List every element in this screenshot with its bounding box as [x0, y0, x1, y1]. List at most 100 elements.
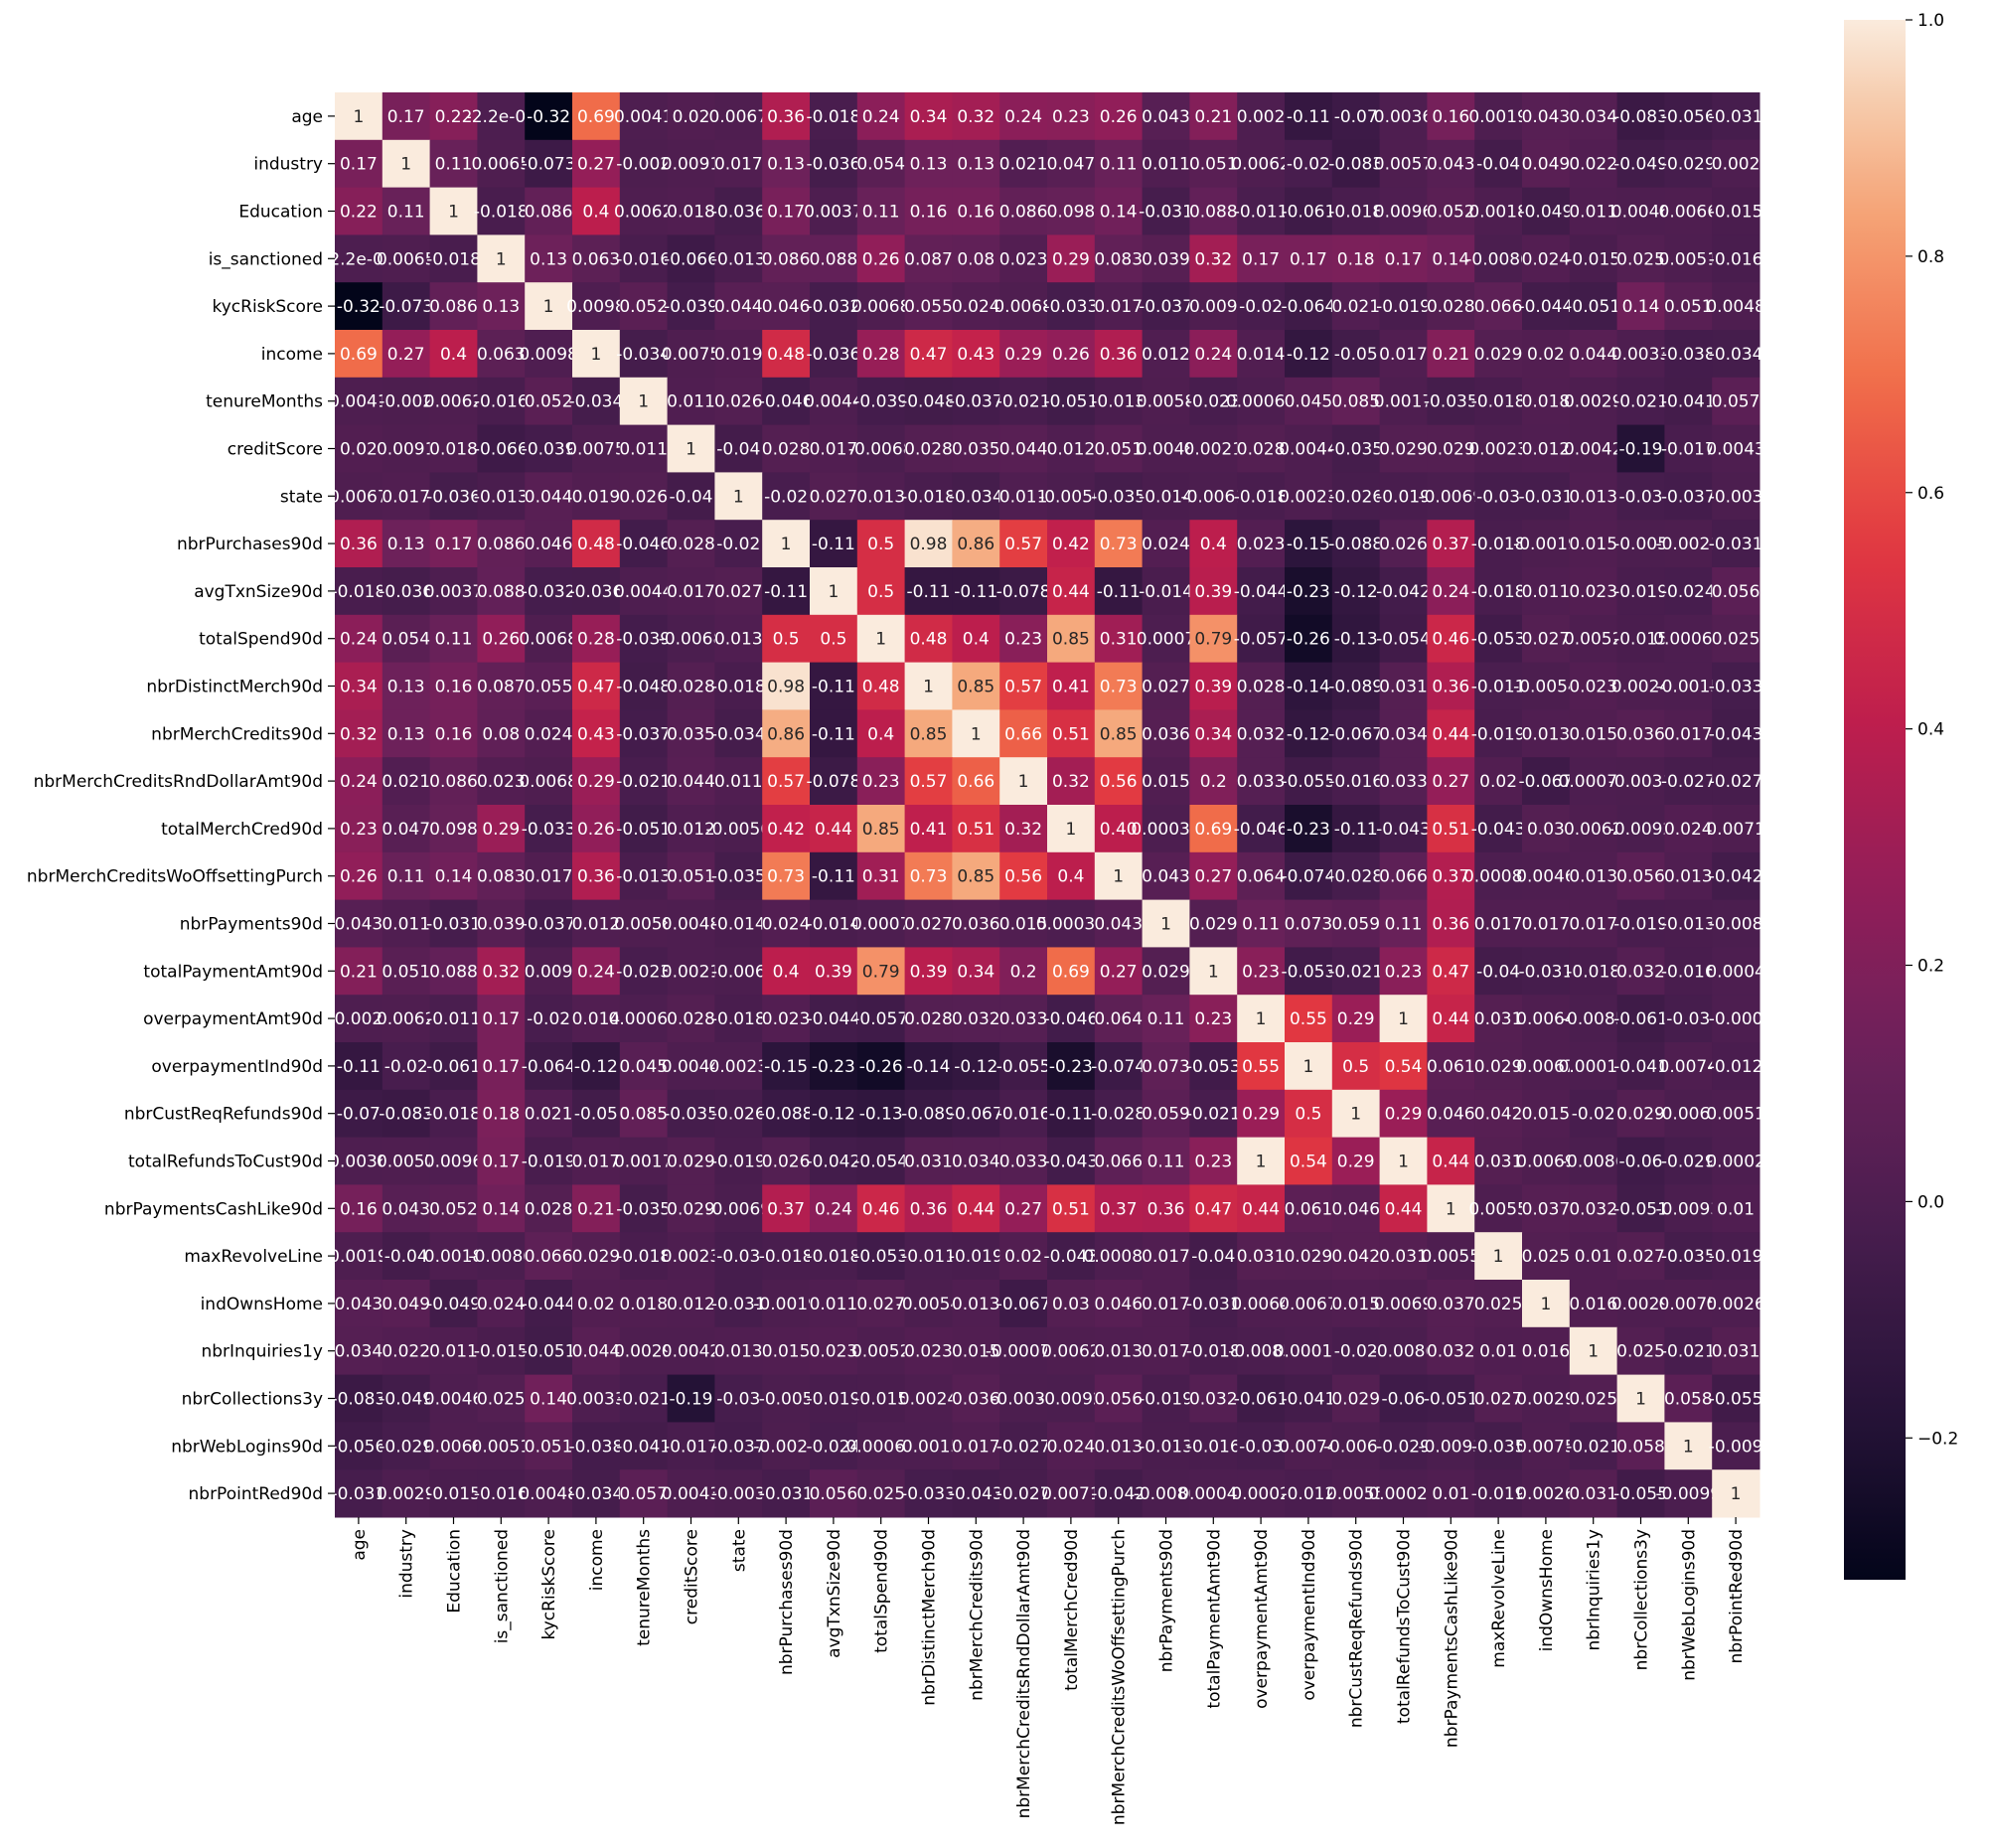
- cell-value-label: -0.0021: [1655, 535, 1721, 554]
- x-tick-label: creditScore: [683, 1529, 702, 1624]
- cell-value-label: 0.48: [910, 630, 948, 650]
- heatmap-cell: [1047, 1089, 1096, 1139]
- y-tick-label: Education: [238, 203, 323, 223]
- heatmap-cell: [952, 947, 1000, 996]
- cell-value-label: 0.23: [862, 772, 900, 792]
- heatmap-cell: [1522, 1374, 1571, 1423]
- heatmap-cell: [952, 1232, 1000, 1281]
- heatmap-cell: [619, 1184, 669, 1233]
- cell-value-label: -0.029: [1376, 1437, 1431, 1457]
- cell-value-label: 0.011: [1142, 155, 1190, 175]
- heatmap-cell: [1427, 1232, 1475, 1281]
- heatmap-cell: [714, 282, 763, 331]
- heatmap-cell: [429, 377, 478, 426]
- heatmap-cell: [904, 662, 953, 710]
- heatmap-cell: [1474, 1232, 1523, 1281]
- heatmap-cell: [1427, 851, 1475, 901]
- heatmap-cell: [572, 92, 621, 141]
- heatmap-cell: [1616, 851, 1665, 901]
- heatmap-cell: [572, 614, 621, 664]
- heatmap-cell: [1094, 947, 1144, 996]
- cell-value-label: 0.011: [619, 440, 668, 460]
- heatmap-cell: [1712, 472, 1760, 521]
- heatmap-cell: [1474, 899, 1523, 948]
- heatmap-cell: [714, 1280, 763, 1328]
- heatmap-cell: [382, 805, 431, 853]
- heatmap-cell: [525, 662, 573, 710]
- cell-value-label: -0.018: [711, 678, 766, 697]
- cell-value-label: -0.026: [1328, 487, 1383, 507]
- heatmap-cell: [1047, 947, 1096, 996]
- heatmap-cell: [335, 520, 383, 568]
- heatmap-cell: [1664, 614, 1713, 664]
- cell-value-label: -0.018: [616, 1247, 671, 1267]
- cell-value-label: -0.019: [1613, 582, 1668, 602]
- cell-value-label: 0.024: [525, 724, 573, 744]
- heatmap-cell: [572, 1137, 621, 1185]
- cell-value-label: -0.036: [711, 203, 766, 223]
- cell-value-label: 0.086: [429, 772, 478, 792]
- heatmap-cell: [762, 1184, 811, 1233]
- cell-value-label: 0.022: [1569, 155, 1617, 175]
- heatmap-cell: [1237, 995, 1286, 1043]
- heatmap-cell: [952, 520, 1000, 568]
- heatmap-cell: [525, 757, 573, 806]
- cell-value-label: 0.85: [1052, 630, 1090, 650]
- cell-value-label: -0.013: [1139, 1437, 1193, 1457]
- heatmap-cell: [1427, 1374, 1475, 1423]
- heatmap-cell: [1189, 1374, 1238, 1423]
- cell-value-label: -0.02: [716, 535, 760, 554]
- heatmap-cell: [1285, 757, 1333, 806]
- cell-value-label: -0.0061: [1180, 487, 1246, 507]
- heatmap-cell: [667, 899, 715, 948]
- heatmap-cell: [525, 282, 573, 331]
- cell-value-label: 1: [1398, 1153, 1409, 1172]
- heatmap-cell: [1474, 1089, 1523, 1139]
- heatmap-cell: [1522, 757, 1571, 806]
- cell-value-label: 0.011: [1522, 582, 1571, 602]
- heatmap-cell: [1522, 330, 1571, 379]
- heatmap-cell: [856, 1089, 906, 1139]
- heatmap-cell: [1664, 995, 1713, 1043]
- heatmap-cell: [810, 139, 858, 189]
- cell-value-label: -0.0015: [1655, 678, 1721, 697]
- heatmap-cell: [1237, 1042, 1286, 1091]
- cell-value-label: -0.055: [1281, 772, 1335, 792]
- cell-value-label: -0.083: [1328, 155, 1383, 175]
- cell-value-label: 0.002: [335, 1009, 383, 1029]
- heatmap-cell: [1522, 1137, 1571, 1185]
- heatmap-cell: [525, 1374, 573, 1423]
- heatmap-cell: [477, 187, 526, 235]
- heatmap-cell: [1569, 139, 1618, 189]
- heatmap-cell: [1712, 567, 1760, 616]
- heatmap-cell: [335, 424, 383, 473]
- cell-value-label: -0.054: [853, 1153, 908, 1172]
- heatmap-cell: [1142, 92, 1190, 141]
- cell-value-label: 0.051: [1094, 440, 1143, 460]
- cell-value-label: -0.049: [1613, 155, 1668, 175]
- heatmap-cell: [1285, 662, 1333, 710]
- cell-value-label: -0.031: [1518, 487, 1573, 507]
- heatmap-cell: [429, 662, 478, 710]
- cell-value-label: -0.027: [1661, 772, 1716, 792]
- cell-value-label: 0.57: [910, 772, 948, 792]
- cell-value-label: -0.034: [1709, 345, 1763, 365]
- heatmap-cell: [1474, 330, 1523, 379]
- cell-value-label: -0.051: [1566, 297, 1620, 317]
- cell-value-label: -0.11: [954, 582, 997, 602]
- cell-value-label: -0.06: [1382, 1390, 1426, 1410]
- heatmap-cell: [572, 1089, 621, 1139]
- heatmap-cell: [1569, 995, 1618, 1043]
- cell-value-label: -0.053: [1281, 962, 1335, 982]
- cell-value-label: -0.067: [996, 1295, 1051, 1314]
- cell-value-label: 0.056: [810, 1484, 858, 1504]
- cell-value-label: 0.22: [340, 203, 378, 223]
- cell-value-label: 0.08: [957, 249, 994, 269]
- heatmap-cell: [335, 709, 383, 758]
- heatmap-cell: [1569, 1469, 1618, 1518]
- heatmap-cell: [1712, 234, 1760, 283]
- cell-value-label: -0.12: [812, 1105, 855, 1125]
- cell-value-label: 0.044: [1569, 345, 1617, 365]
- heatmap-cell: [1569, 520, 1618, 568]
